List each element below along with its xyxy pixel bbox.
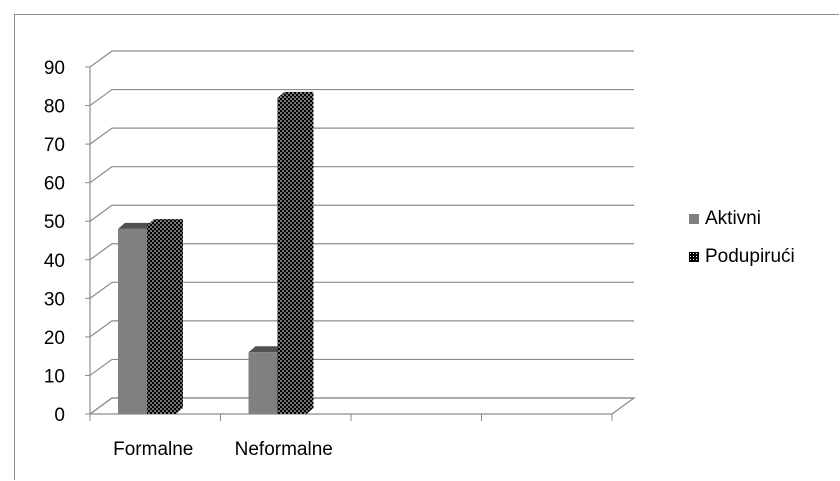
y-tick-label: 60 [44, 174, 65, 195]
legend-swatch-podupiruci [689, 252, 699, 262]
gridline [89, 243, 634, 261]
y-tick-label: 10 [44, 366, 65, 387]
legend-swatch-aktivni [689, 214, 699, 224]
x-tick-label: Formalne [113, 439, 193, 460]
legend-item-podupiruci: Podupirući [689, 246, 795, 268]
x-axis-floor [88, 397, 636, 415]
gridline [89, 127, 634, 145]
y-tick-label: 0 [54, 405, 65, 426]
legend-item-aktivni: Aktivni [689, 208, 795, 230]
y-tick-label: 30 [44, 289, 65, 310]
y-tick-label: 80 [44, 97, 65, 118]
axes [85, 66, 636, 421]
bar-podupiruci-0 [147, 219, 183, 414]
gridline [89, 204, 634, 222]
chart-frame [14, 14, 839, 480]
y-tick-label: 20 [44, 328, 65, 349]
gridline [89, 358, 634, 376]
legend-label-podupiruci: Podupirući [705, 246, 795, 267]
y-tick-label: 50 [44, 212, 65, 233]
gridline [89, 88, 634, 107]
y-tick-label: 70 [44, 135, 65, 156]
gridline [89, 50, 634, 68]
tick-labels: 0 10 20 30 40 50 60 70 80 90 Formalne Neformalne [44, 58, 333, 460]
bar-podupiruci-1 [277, 91, 314, 414]
x-tick-label: Neformalne [235, 439, 333, 460]
legend-label-aktivni: Aktivni [705, 208, 761, 229]
y-tick-label: 90 [44, 58, 65, 79]
legend: Aktivni Podupirući [689, 208, 795, 284]
bars [118, 91, 314, 414]
gridline [89, 320, 634, 338]
y-tick-label: 40 [44, 251, 65, 272]
gridline [89, 166, 634, 184]
gridline [89, 281, 634, 299]
